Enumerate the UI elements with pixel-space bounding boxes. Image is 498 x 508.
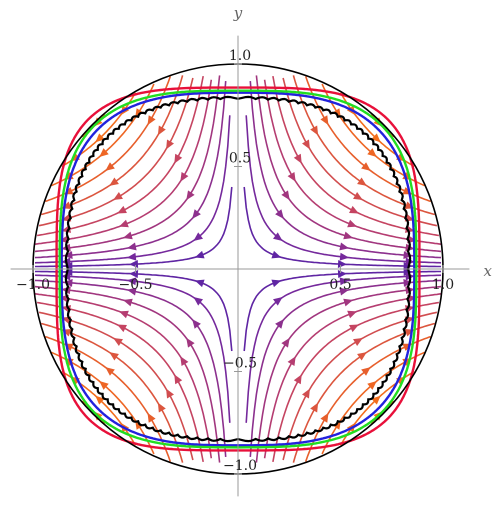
stream-arrow	[99, 148, 109, 157]
stream-arrow	[339, 287, 350, 296]
stream-arrow	[293, 153, 302, 164]
y-axis-label: y	[233, 4, 243, 22]
stream-arrow	[361, 367, 371, 376]
stream-arrow	[192, 209, 201, 219]
stream-arrow	[337, 259, 348, 268]
stream-arrow	[273, 232, 283, 241]
stream-arrow	[302, 388, 310, 399]
stream-arrow	[63, 278, 73, 287]
x-tick-label: 1.0	[432, 277, 454, 293]
stream-arrow	[343, 231, 354, 240]
stream-arrow	[147, 115, 156, 126]
stream-arrow	[128, 259, 139, 268]
stream-arrow	[273, 297, 283, 306]
stream-arrow	[194, 250, 205, 259]
stream-arrow	[339, 277, 350, 286]
x-tick-label: −0.5	[119, 277, 153, 293]
axes: xy	[10, 4, 493, 497]
stream-arrow	[109, 177, 119, 186]
stream-arrow	[367, 381, 377, 390]
x-tick-label: 0.5	[329, 277, 351, 293]
stream-arrow	[339, 252, 350, 261]
stream-arrow	[126, 252, 137, 261]
stream-arrow	[271, 250, 282, 259]
stream-arrow	[117, 324, 127, 333]
stream-arrow	[320, 115, 329, 126]
y-tick-label: 0.5	[229, 151, 251, 167]
x-tick-label: −1.0	[16, 277, 50, 293]
stream-arrow	[353, 192, 363, 201]
stream-arrow	[349, 324, 359, 333]
stream-arrow	[353, 337, 363, 346]
stream-arrow	[403, 278, 413, 287]
stream-arrow	[118, 310, 129, 319]
stream-arrow	[109, 352, 119, 361]
stream-arrow	[147, 412, 156, 423]
stream-arrow	[403, 251, 413, 260]
stream-arrow	[361, 162, 371, 171]
stream-arrow	[310, 125, 319, 136]
tick-labels: −1.0 −0.5 0.5 1.0 1.0 0.5 −0.5 −1.0	[16, 48, 454, 475]
x-axis-label: x	[484, 262, 493, 280]
stream-arrow	[99, 381, 109, 390]
stream-arrow	[122, 298, 133, 307]
stream-arrow	[271, 279, 282, 288]
stream-arrow	[343, 298, 354, 307]
stream-arrow	[275, 209, 284, 219]
stream-arrow	[310, 402, 319, 413]
stream-arrow	[193, 232, 203, 241]
boundary-curve-3	[64, 95, 412, 443]
stream-arrow	[180, 356, 189, 367]
stream-arrow	[105, 367, 115, 376]
stream-arrow	[371, 133, 381, 143]
stream-arrow	[117, 205, 127, 214]
stream-arrow	[371, 395, 381, 405]
stream-arrow	[174, 374, 183, 385]
stream-arrow	[357, 352, 367, 361]
y-tick-label: −0.5	[223, 356, 257, 372]
stream-arrow	[320, 412, 329, 423]
y-tick-label: 1.0	[229, 48, 251, 64]
stream-arrow	[157, 125, 166, 136]
stream-arrow	[275, 319, 284, 329]
stream-arrow	[126, 287, 137, 296]
stream-arrow	[126, 242, 137, 251]
stream-arrow	[113, 337, 123, 346]
stream-arrow	[95, 395, 105, 405]
stream-arrow	[105, 162, 115, 171]
stream-arrow	[194, 279, 205, 288]
stream-arrow	[367, 148, 377, 157]
stream-arrow	[281, 190, 290, 201]
stream-arrow	[126, 277, 137, 286]
y-tick-label: −1.0	[223, 458, 257, 474]
stream-arrow	[193, 297, 203, 306]
stream-arrow	[287, 171, 296, 182]
stream-arrow	[118, 219, 129, 228]
stream-arrow	[339, 242, 350, 251]
stream-arrow	[113, 192, 123, 201]
stream-arrow	[192, 319, 201, 329]
stream-arrow	[174, 153, 183, 164]
stream-arrow	[302, 139, 310, 150]
stream-arrow	[95, 133, 105, 143]
stream-arrow	[157, 402, 166, 413]
stream-arrow	[166, 139, 174, 150]
stream-arrow	[293, 374, 302, 385]
stream-arrow	[63, 251, 73, 260]
stream-arrow	[347, 310, 358, 319]
stream-arrow	[281, 337, 290, 348]
stream-arrow	[347, 219, 358, 228]
stream-arrow	[122, 231, 133, 240]
stream-arrow	[186, 337, 195, 348]
stream-arrow	[180, 171, 189, 182]
stream-arrow	[349, 205, 359, 214]
stream-arrow	[166, 388, 174, 399]
stream-arrow	[357, 177, 367, 186]
stream-arrow	[287, 356, 296, 367]
stream-arrow	[186, 190, 195, 201]
